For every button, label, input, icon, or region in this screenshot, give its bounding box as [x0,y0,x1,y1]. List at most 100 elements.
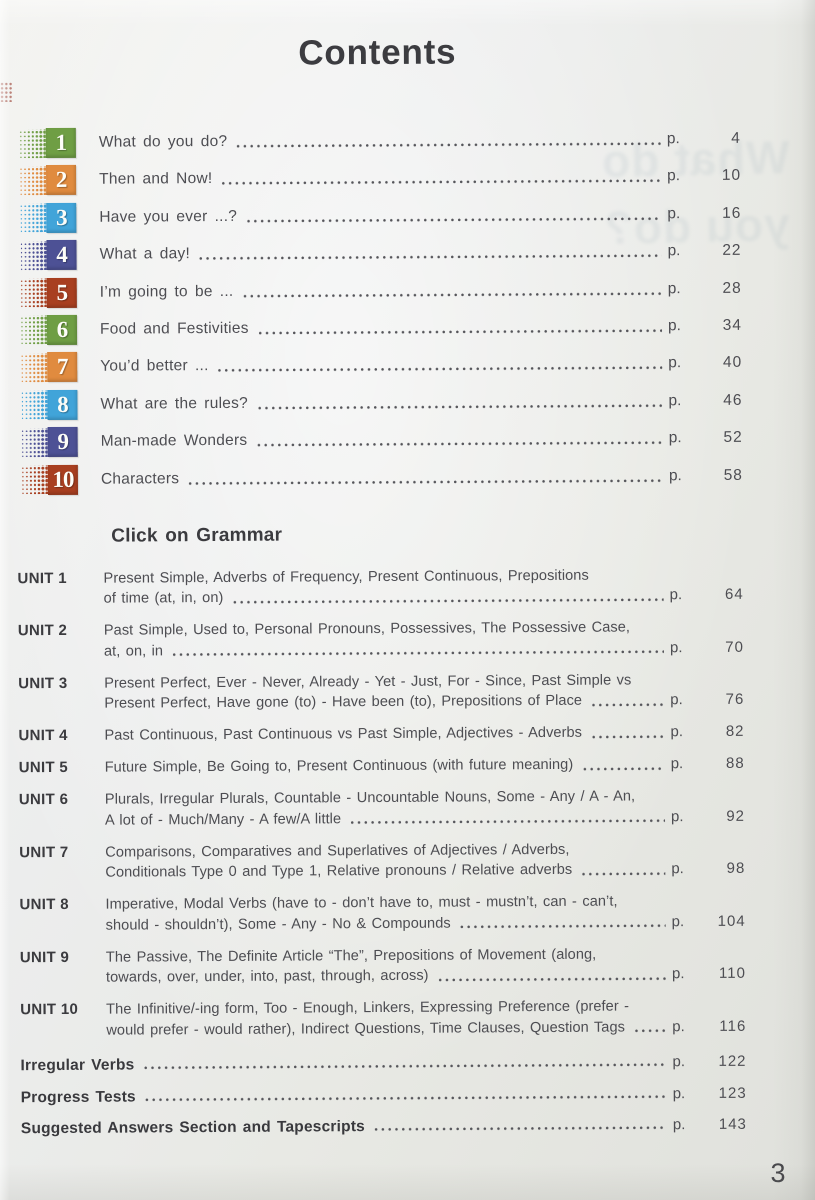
grammar-unit-label: UNIT 2 [17,621,68,640]
grammar-topics-lastline: Present Perfect, Have gone (to) - Have b… [104,690,744,714]
page-abbrev: p. [668,354,682,372]
unit-title: Have you ever ...? [99,207,238,226]
grammar-topics-lastline: would prefer - would rather), Indirect Q… [106,1016,746,1040]
grammar-unit-label: UNIT 6 [18,790,69,809]
page-number: 143 [718,1115,747,1133]
unit-toc-row: 8 What are the rules? p. 46 [16,386,743,420]
grammar-toc-row: UNIT 3 Present Perfect, Ever - Never, Al… [18,669,744,714]
grammar-topics: The Passive, The Definite Article “The”,… [106,943,746,988]
dot-leader [591,733,665,740]
grammar-topics: Imperative, Modal Verbs (have to - don’t… [105,891,745,936]
grammar-toc-row: UNIT 5 Future Simple, Be Going to, Prese… [19,754,745,779]
halftone-dots [19,165,47,196]
page-abbrev: p. [670,691,683,709]
page-number: 122 [718,1052,747,1070]
page-abbrev: p. [669,586,683,604]
unit-toc-row: 7 You’d better ... p. 40 [16,348,742,383]
dot-leader [256,402,663,411]
grammar-topics: Plurals, Irregular Plurals, Countable - … [105,786,745,831]
grammar-topics-line2: of time (at, in, on) [103,589,224,607]
page-number: 22 [722,241,742,260]
halftone-dots [19,240,47,270]
back-matter-row: Irregular Verbs p. 122 [20,1051,746,1076]
unit-number: 1 [55,129,67,155]
unit-toc-row: 3 Have you ever ...? p. 16 [15,199,741,233]
page-number: 58 [723,466,743,484]
grammar-section-heading: Click on Grammar [111,524,283,547]
dot-leader [232,596,664,605]
unit-number: 9 [57,429,69,455]
grammar-topics-line2: A lot of - Much/Many - A few/A little [104,810,342,829]
page-number: 123 [718,1084,747,1102]
dot-leader [246,216,662,224]
page-abbrev: p. [667,279,681,297]
unit-toc-row: 10 Characters p. 58 [17,460,743,495]
page-number: 92 [726,807,746,825]
grammar-topics-lastline: Conditionals Type 0 and Type 1, Relative… [105,859,745,883]
grammar-topics-lastline: of time (at, in, on) p. 64 [104,585,744,609]
back-matter-row: Suggested Answers Section and Tapescript… [21,1114,747,1139]
unit-number-badge: 4 [46,240,77,271]
page-abbrev: p. [668,391,682,409]
page-abbrev: p. [667,167,681,185]
page-abbrev: p. [669,638,683,656]
unit-number: 4 [56,242,67,268]
page-abbrev: p. [671,912,685,930]
back-matter: Irregular Verbs p. 122 Progress Tests p.… [20,1051,746,1139]
unit-number-badge: 1 [45,127,76,159]
unit-number: 7 [56,354,68,380]
page-number: 46 [723,391,743,409]
halftone-dots [20,352,48,383]
grammar-unit-label: UNIT 8 [19,895,69,914]
page-number: 88 [725,754,745,772]
grammar-toc-row: UNIT 9 The Passive, The Definite Article… [20,943,746,988]
grammar-unit-label: UNIT 5 [18,758,69,777]
unit-number: 2 [55,167,67,193]
page-abbrev: p. [672,1084,686,1102]
unit-number-badge: 7 [47,352,78,383]
dot-leader [582,765,665,772]
page-number: 34 [722,316,743,334]
grammar-unit-label: UNIT 1 [17,569,67,587]
page-number: 70 [725,638,745,656]
dot-leader [373,1125,667,1133]
grammar-unit-label: UNIT 7 [19,843,69,861]
grammar-topics: Comparisons, Comparatives and Superlativ… [105,838,745,883]
back-matter-label: Suggested Answers Section and Tapescript… [20,1118,366,1138]
grammar-topics-line2: Future Simple, Be Going to, Present Cont… [104,756,574,776]
dot-leader [172,649,665,658]
dot-leader [221,178,662,187]
unit-title: What a day! [99,245,191,263]
page-number: 64 [724,585,744,603]
unit-number-badge: 8 [47,389,78,420]
halftone-dots [20,465,49,495]
back-matter-label: Progress Tests [20,1088,136,1106]
unit-number-badge: 9 [47,426,78,458]
dot-leader [437,975,666,983]
unit-title: I’m going to be ... [99,282,234,301]
unit-title: Man-made Wonders [100,431,248,450]
unit-title: Then and Now! [99,170,213,189]
page-number: 110 [718,964,747,982]
grammar-unit-label: UNIT 4 [18,726,68,745]
page-abbrev: p. [671,965,685,983]
dot-leader [256,440,663,448]
grammar-topics-lastline: Past Continuous, Past Continuous vs Past… [104,722,744,746]
page-number: 76 [725,690,745,708]
unit-title: Characters [100,469,180,488]
grammar-topics-line2: Past Continuous, Past Continuous vs Past… [104,724,583,744]
grammar-toc-row: UNIT 4 Past Continuous, Past Continuous … [18,722,744,747]
halftone-dots [19,203,47,233]
back-matter-label: Irregular Verbs [20,1056,135,1075]
grammar-topics-line2: would prefer - would rather), Indirect Q… [106,1019,625,1039]
grammar-topics-lastline: Future Simple, Be Going to, Present Cont… [105,754,745,778]
grammar-topics-lastline: towards, over, under, into, past, throug… [106,964,746,988]
dot-leader [236,141,661,149]
dot-leader [188,477,663,486]
halftone-dots [20,427,48,457]
dot-leader [242,290,662,299]
dot-leader [257,328,663,336]
contents-title: Contents [298,32,457,73]
grammar-toc-row: UNIT 6 Plurals, Irregular Plurals, Count… [19,786,745,831]
unit-toc-row: 2 Then and Now! p. 10 [15,161,741,196]
